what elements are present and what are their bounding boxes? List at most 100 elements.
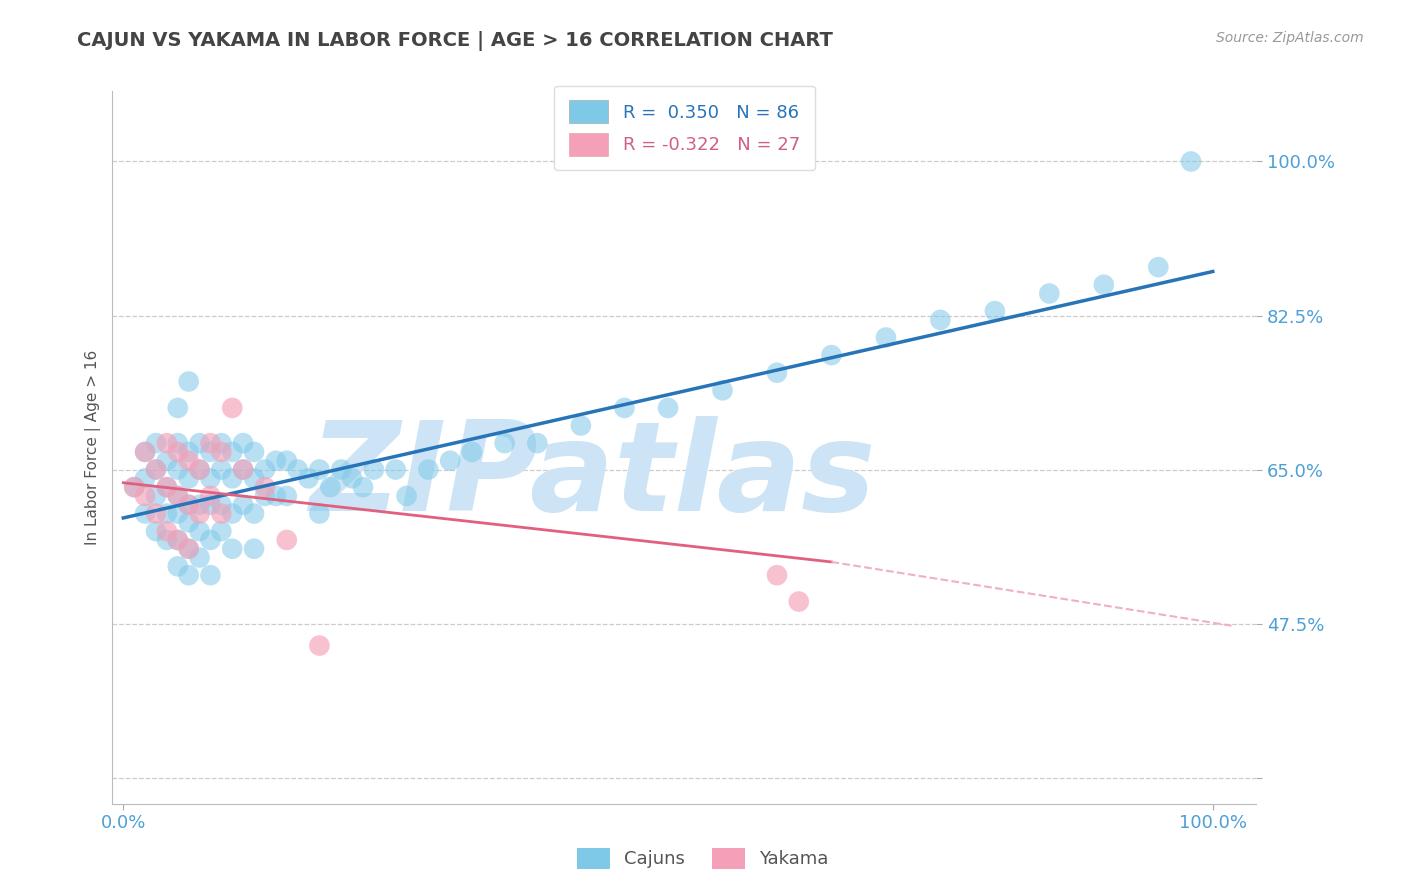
Point bbox=[787, 594, 810, 608]
Point bbox=[145, 462, 167, 476]
Point bbox=[984, 304, 1007, 318]
Point bbox=[209, 445, 232, 459]
Point bbox=[569, 418, 592, 433]
Point bbox=[177, 516, 200, 530]
Point bbox=[243, 507, 266, 521]
Point bbox=[494, 436, 516, 450]
Point bbox=[439, 454, 461, 468]
Point bbox=[209, 498, 232, 512]
Point bbox=[384, 462, 406, 476]
Point bbox=[243, 445, 266, 459]
Point bbox=[276, 489, 298, 503]
Point bbox=[145, 462, 167, 476]
Point bbox=[820, 348, 842, 362]
Point bbox=[200, 568, 222, 582]
Point bbox=[134, 445, 156, 459]
Point bbox=[1180, 154, 1202, 169]
Point bbox=[156, 480, 179, 494]
Point bbox=[177, 375, 200, 389]
Point bbox=[134, 489, 156, 503]
Point bbox=[122, 480, 145, 494]
Point bbox=[145, 507, 167, 521]
Point bbox=[134, 471, 156, 485]
Point bbox=[177, 541, 200, 556]
Point bbox=[264, 489, 287, 503]
Point bbox=[209, 524, 232, 538]
Point bbox=[209, 436, 232, 450]
Point bbox=[613, 401, 636, 415]
Point bbox=[308, 507, 330, 521]
Point bbox=[200, 471, 222, 485]
Point bbox=[221, 541, 243, 556]
Point bbox=[308, 462, 330, 476]
Point bbox=[461, 445, 484, 459]
Point bbox=[188, 462, 211, 476]
Point bbox=[156, 454, 179, 468]
Text: CAJUN VS YAKAMA IN LABOR FORCE | AGE > 16 CORRELATION CHART: CAJUN VS YAKAMA IN LABOR FORCE | AGE > 1… bbox=[77, 31, 834, 51]
Point bbox=[1038, 286, 1060, 301]
Point bbox=[156, 436, 179, 450]
Point bbox=[166, 533, 188, 547]
Point bbox=[657, 401, 679, 415]
Point bbox=[177, 498, 200, 512]
Point bbox=[134, 445, 156, 459]
Point bbox=[166, 489, 188, 503]
Point bbox=[166, 462, 188, 476]
Point bbox=[264, 454, 287, 468]
Point bbox=[363, 462, 385, 476]
Point bbox=[1092, 277, 1115, 292]
Text: ZIPatlas: ZIPatlas bbox=[309, 416, 876, 537]
Legend: R =  0.350   N = 86, R = -0.322   N = 27: R = 0.350 N = 86, R = -0.322 N = 27 bbox=[554, 86, 814, 170]
Point bbox=[177, 498, 200, 512]
Point bbox=[418, 462, 440, 476]
Point bbox=[188, 498, 211, 512]
Point bbox=[221, 401, 243, 415]
Point bbox=[188, 436, 211, 450]
Point bbox=[287, 462, 309, 476]
Point bbox=[395, 489, 418, 503]
Point bbox=[253, 462, 276, 476]
Text: Source: ZipAtlas.com: Source: ZipAtlas.com bbox=[1216, 31, 1364, 45]
Point bbox=[330, 462, 353, 476]
Point bbox=[276, 454, 298, 468]
Point bbox=[243, 541, 266, 556]
Point bbox=[166, 401, 188, 415]
Point bbox=[232, 462, 254, 476]
Point bbox=[145, 524, 167, 538]
Point bbox=[209, 462, 232, 476]
Point bbox=[156, 524, 179, 538]
Point bbox=[188, 524, 211, 538]
Point bbox=[200, 498, 222, 512]
Point bbox=[166, 445, 188, 459]
Point bbox=[145, 436, 167, 450]
Point bbox=[200, 445, 222, 459]
Point bbox=[188, 462, 211, 476]
Point bbox=[177, 568, 200, 582]
Point bbox=[166, 436, 188, 450]
Point bbox=[232, 436, 254, 450]
Point bbox=[929, 313, 952, 327]
Point bbox=[253, 480, 276, 494]
Point bbox=[766, 568, 789, 582]
Point bbox=[122, 480, 145, 494]
Point bbox=[188, 507, 211, 521]
Point bbox=[188, 550, 211, 565]
Point bbox=[526, 436, 548, 450]
Point bbox=[352, 480, 374, 494]
Point bbox=[166, 559, 188, 574]
Point bbox=[200, 533, 222, 547]
Point bbox=[156, 507, 179, 521]
Point bbox=[221, 507, 243, 521]
Point bbox=[253, 489, 276, 503]
Point bbox=[156, 533, 179, 547]
Point bbox=[221, 445, 243, 459]
Point bbox=[232, 498, 254, 512]
Point bbox=[145, 489, 167, 503]
Point bbox=[766, 366, 789, 380]
Point bbox=[243, 471, 266, 485]
Legend: Cajuns, Yakama: Cajuns, Yakama bbox=[571, 840, 835, 876]
Point bbox=[200, 489, 222, 503]
Point bbox=[177, 445, 200, 459]
Point bbox=[711, 384, 734, 398]
Point bbox=[1147, 260, 1170, 274]
